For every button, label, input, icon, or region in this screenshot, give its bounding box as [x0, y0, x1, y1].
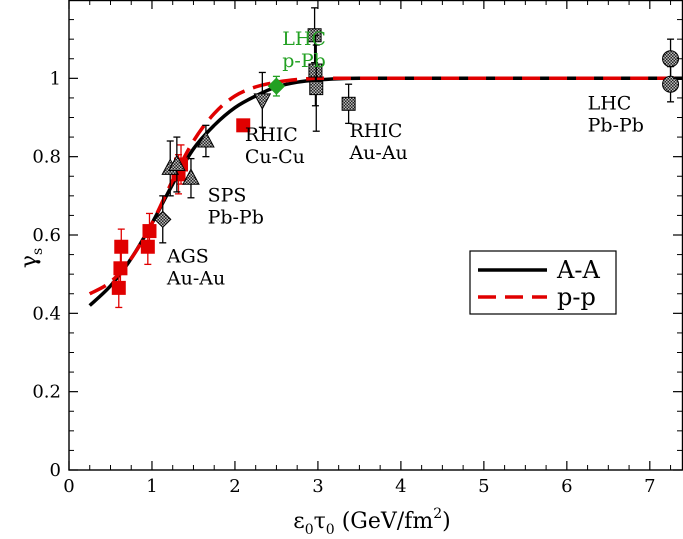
data-point	[662, 65, 680, 103]
plot-frame	[68, 0, 683, 471]
annotation-line: Cu-Cu	[245, 146, 305, 168]
data-point	[309, 44, 324, 132]
triangle-up-marker	[197, 130, 215, 148]
annotation-line: Pb-Pb	[588, 115, 644, 137]
square-marker	[236, 118, 251, 133]
region-annotation: LHC Pb-Pb	[588, 93, 644, 137]
axis-labels: ε0τ0 (GeV/fm2) γs	[17, 248, 451, 538]
points-layer	[111, 7, 680, 309]
circle-marker	[662, 75, 680, 93]
data-point	[154, 195, 172, 244]
legend-box	[469, 250, 617, 315]
triangle-down-marker	[253, 93, 272, 110]
pp-fit-curve	[88, 76, 683, 296]
square-marker	[140, 239, 155, 254]
y-tick-label: 0.4	[32, 303, 61, 324]
square-marker	[341, 96, 356, 111]
x-tick-label: 1	[146, 476, 157, 497]
x-tick-label: 7	[644, 476, 655, 497]
y-tick-label: 0.8	[32, 147, 61, 168]
triangle-up-marker	[182, 168, 200, 185]
data-point	[168, 136, 186, 193]
legend-label: A-A	[556, 256, 600, 284]
square-marker	[308, 63, 323, 78]
square-marker	[142, 224, 157, 239]
annotation-line: RHIC	[349, 120, 402, 142]
x-tick-label: 5	[478, 476, 489, 497]
data-point	[236, 118, 251, 133]
x-tick-label: 2	[229, 476, 240, 497]
region-annotation: LHC p-Pb	[282, 28, 326, 72]
circle-marker	[662, 50, 680, 68]
region-annotation: SPS Pb-Pb	[208, 185, 264, 229]
region-annotation: RHIC Cu-Cu	[245, 124, 305, 168]
y-tick-label: 0	[50, 460, 61, 481]
x-tick-label: 6	[561, 476, 572, 497]
y-tick-label: 1	[50, 68, 61, 89]
frame-layer	[68, 0, 683, 471]
diamond-marker	[154, 210, 172, 229]
ticks-layer: 0 1 2 3 4 5 6 7 0 0.2 0.4 0.6 0.8 1	[32, 0, 682, 497]
annotation-line: SPS	[208, 185, 247, 207]
triangle-up-marker	[168, 154, 186, 171]
y-tick-label: 0.6	[32, 225, 61, 246]
region-annotation: RHIC Au-Au	[348, 120, 407, 164]
y-tick-label: 0.2	[32, 382, 61, 403]
data-point	[341, 83, 356, 125]
x-tick-label: 0	[63, 476, 74, 497]
data-point	[253, 71, 272, 128]
annotation-line: LHC	[588, 93, 632, 115]
region-annotation: AGS Au-Au	[166, 245, 225, 289]
data-point	[267, 75, 286, 97]
square-marker	[309, 81, 324, 96]
annotation-line: AGS	[166, 245, 209, 267]
square-marker	[111, 280, 126, 295]
square-marker	[113, 261, 128, 276]
y-axis-label: γs	[17, 248, 46, 268]
data-point	[197, 124, 215, 158]
data-point	[113, 250, 128, 287]
data-point	[182, 157, 200, 199]
legend: A-Ap-p	[469, 250, 617, 315]
annotation-line: LHC	[282, 28, 326, 50]
annotation-line: p-Pb	[282, 50, 326, 72]
data-point	[114, 228, 129, 266]
x-tick-label: 4	[395, 476, 406, 497]
annotation-line: Pb-Pb	[208, 207, 264, 229]
annotation-line: Au-Au	[166, 267, 225, 289]
square-marker	[114, 239, 129, 254]
diamond-marker	[267, 77, 286, 95]
data-point	[142, 212, 157, 250]
annotation-line: Au-Au	[348, 142, 407, 164]
x-axis-label: ε0τ0 (GeV/fm2)	[293, 506, 450, 538]
x-tick-label: 3	[312, 476, 323, 497]
annotation-line: RHIC	[245, 124, 298, 146]
legend-label: p-p	[557, 283, 596, 311]
